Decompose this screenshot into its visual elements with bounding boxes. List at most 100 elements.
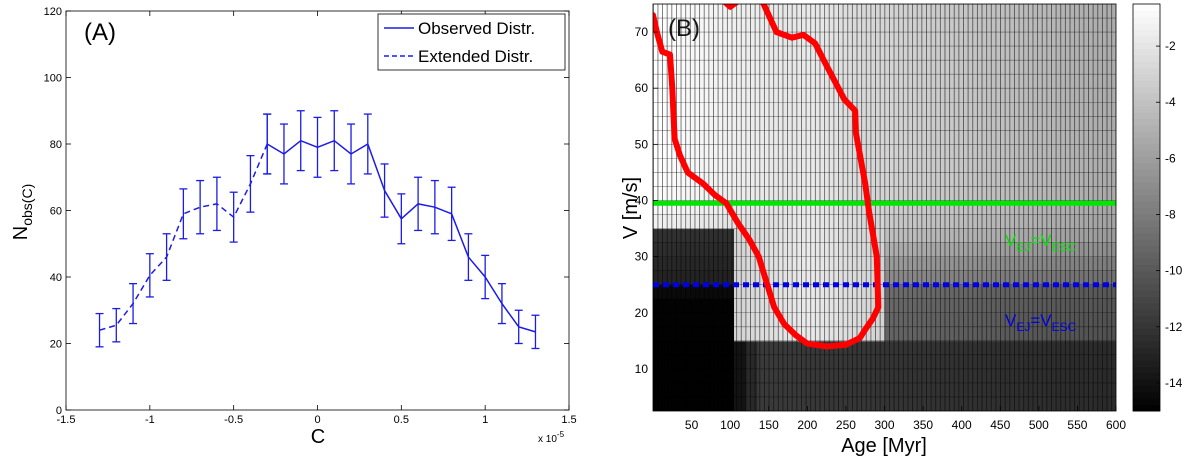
colorbar-step [1133,143,1160,151]
panel-a-plot-area [65,10,570,411]
a-x-tick-label: 0.5 [394,414,409,426]
colorbar-step [1133,277,1160,285]
b-x-tick-label: 400 [952,418,972,432]
colorbar-step [1133,353,1160,361]
colorbar-step [1133,99,1160,107]
panel-a: (A) -1.5 -1 -0.5 0 0.5 1 1.5 0 20 40 60 80 100 120 C… [10,6,577,448]
colorbar-step [1133,296,1160,304]
a-x-tick-label: 1.5 [561,414,576,426]
ref-label-escape-mid: =V [1030,231,1052,250]
ref-label-dashed-sub2: ESC [1052,320,1077,334]
panel-a-label: (A) [84,19,116,46]
colorbar-step [1133,290,1160,298]
colorbar-step [1133,105,1160,113]
legend-extended-label: Extended Distr. [418,47,533,66]
b-x-tick-label: 50 [685,418,699,432]
colorbar-step [1133,80,1160,88]
panel-a-legend: Observed Distr. Extended Distr. [377,13,566,71]
a-y-tick-label: 80 [50,139,62,151]
panel-a-series [95,110,540,350]
colorbar-step [1133,264,1160,272]
colorbar-step [1133,220,1160,228]
ref-label-escape: VEJ=VESC [1005,231,1077,254]
colorbar-step [1133,67,1160,75]
panel-b-label: (B) [668,15,700,42]
b-x-tick-label: 300 [874,418,894,432]
colorbar-step [1133,271,1160,278]
b-x-tick-label: 450 [990,418,1010,432]
colorbar-step [1133,188,1160,196]
a-x-tick-label: -1.5 [57,414,76,426]
colorbar-step [1133,391,1160,399]
panel-b-stripe-texture [653,4,1116,411]
ref-label-dashed-sub1: EJ [1016,320,1030,334]
ref-label-escape-main: V [1005,231,1017,250]
colorbar-ticks: -2 -4 -6 -8 -10 -12 -14 [1156,39,1183,390]
a-y-tick-label: 120 [44,6,62,18]
colorbar-step [1133,137,1160,145]
panel-a-x-multiplier-exp: -5 [557,430,565,439]
colorbar-step [1133,283,1160,291]
colorbar-step [1133,404,1160,412]
colorbar-step [1133,23,1160,30]
panel-b-row-lines [653,4,1116,398]
colorbar-tick-label: -2 [1165,39,1176,53]
b-y-tick-label: 50 [635,137,649,151]
colorbar-step [1133,258,1160,266]
b-x-tick-label: 250 [836,418,856,432]
a-x-tick-label: 1 [482,414,488,426]
colorbar-gradient [1133,4,1160,412]
colorbar-step [1133,347,1160,355]
colorbar-step [1133,341,1160,348]
ref-label-escape-sub1: EJ [1016,240,1030,254]
a-y-tick-label: 20 [50,339,62,351]
extended-line [99,143,268,331]
panel-b-x-ticks: 50 100 150 200 250 300 350 400 450 500 550 600 [685,406,1126,432]
colorbar-step [1133,131,1160,139]
colorbar-step [1133,315,1160,323]
panel-a-y-label-sub: obs(C) [19,184,35,226]
colorbar-step [1133,385,1160,393]
panel-b-reference-lines [653,200,1116,288]
b-y-tick-label: 10 [635,362,649,376]
colorbar-step [1133,10,1160,18]
colorbar-step [1133,302,1160,310]
colorbar-step [1133,169,1160,177]
b-y-tick-label: 70 [635,25,649,39]
b-x-tick-label: 150 [759,418,779,432]
colorbar-step [1133,42,1160,50]
colorbar-step [1133,321,1160,329]
colorbar-tick-label: -6 [1165,151,1176,165]
colorbar-step [1133,4,1160,11]
colorbar-step [1133,150,1160,158]
panel-b-x-axis-label: Age [Myr] [841,435,927,457]
a-y-tick-label: 60 [50,206,62,218]
colorbar-tick-label: -8 [1165,208,1176,222]
colorbar-step [1133,54,1160,62]
colorbar-step [1133,86,1160,94]
b-y-tick-label: 40 [635,193,649,207]
colorbar-step [1133,328,1160,336]
ref-label-dashed: VEJ=VESC [1005,311,1077,334]
legend-box [377,13,566,71]
colorbar-step [1133,309,1160,317]
a-y-tick-label: 0 [56,405,62,417]
colorbar-step [1133,239,1160,247]
b-y-tick-label: 60 [635,81,649,95]
panel-b-contour [653,4,882,350]
a-x-tick-label: -1 [145,414,155,426]
b-y-tick-label: 20 [635,306,649,320]
colorbar-step [1133,156,1160,164]
ref-label-dashed-main: V [1005,311,1017,330]
ref-label-dashed-mid: =V [1030,311,1052,330]
colorbar-step [1133,201,1160,208]
colorbar-step [1133,366,1160,374]
b-x-tick-label: 200 [797,418,817,432]
colorbar-step [1133,232,1160,240]
b-y-tick-label: 30 [635,250,649,264]
colorbar-step [1133,48,1160,56]
colorbar-step [1133,112,1160,119]
colorbar-step [1133,93,1160,100]
colorbar-step [1133,398,1160,406]
